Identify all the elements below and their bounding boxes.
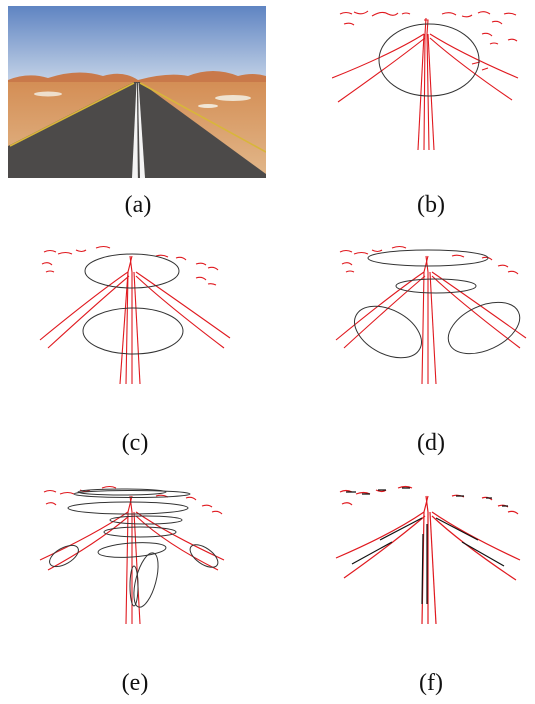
panel-f-edges: [332, 484, 532, 626]
edge-map-c: [39, 245, 231, 385]
fitted-ellipse-left: [354, 305, 422, 359]
fitted-line-segments: [346, 487, 508, 605]
label-f: (f): [419, 670, 443, 696]
fitted-ellipse-mid: [395, 278, 477, 294]
fitted-ellipse: [378, 23, 480, 97]
fitted-ellipse-lower: [82, 307, 184, 355]
edge-lines: [335, 245, 527, 385]
panel-a-photo: [8, 6, 266, 178]
label-c: (c): [121, 430, 149, 456]
label-a: (a): [124, 192, 152, 218]
label-b: (b): [417, 192, 445, 218]
label-d: (d): [417, 430, 445, 456]
desert-road-photo: [8, 6, 266, 178]
panel-e-edges: [36, 484, 236, 626]
label-e: (e): [121, 670, 149, 696]
fitted-ellipse-top: [367, 249, 489, 267]
panel-c-edges: [36, 244, 236, 386]
edge-map-d: [335, 245, 527, 385]
fitted-ellipses: [49, 488, 219, 608]
edge-map-e: [39, 485, 225, 625]
panel-d-edges: [332, 244, 532, 386]
fitted-ellipse-upper: [84, 253, 180, 289]
edge-map-f: [335, 485, 521, 625]
edge-lines: [335, 485, 521, 625]
edge-map-b: [332, 10, 519, 150]
edge-lines: [332, 10, 519, 150]
edge-lines: [39, 245, 231, 385]
edge-lines: [39, 485, 225, 625]
panel-b-edges: [332, 4, 530, 150]
fitted-ellipse-right: [447, 301, 521, 355]
